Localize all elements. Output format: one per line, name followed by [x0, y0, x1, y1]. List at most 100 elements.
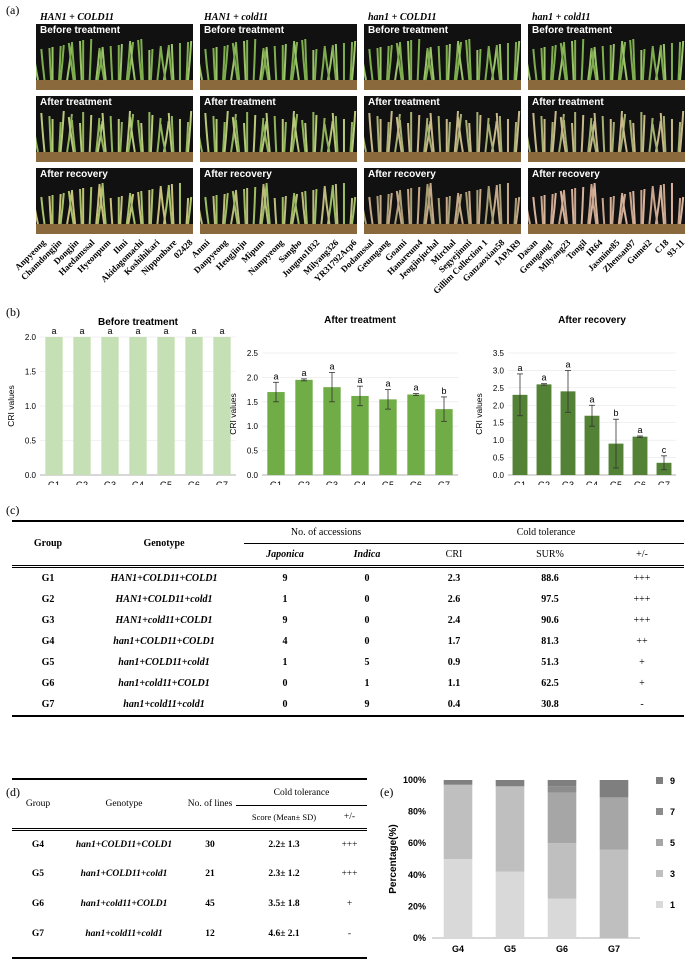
seedling — [601, 115, 606, 153]
bar — [323, 387, 341, 475]
seedling — [540, 47, 545, 81]
y-tick-label: 60% — [408, 838, 426, 848]
cell-group: G6 — [31, 899, 45, 909]
x-tick-label: G5 — [382, 480, 394, 485]
seedling — [170, 43, 175, 81]
seedling — [580, 38, 585, 81]
cell-genotype: han1+cold11+cold1 — [85, 929, 163, 939]
cell-lines: 30 — [205, 839, 215, 850]
seedling — [528, 62, 531, 81]
seedling — [301, 191, 307, 225]
table-row: G7 han1+cold11+cold1 0 9 0.4 30.8 - — [12, 694, 684, 716]
x-tick-label: G4 — [586, 480, 598, 485]
group-title-3: han1 + COLD11 — [368, 12, 437, 23]
table-row: G5 han1+COLD11+cold1 1 5 0.9 51.3 + — [12, 652, 684, 673]
cell-japonica: 0 — [282, 678, 288, 689]
soil-tray — [364, 152, 521, 162]
seedling — [376, 47, 381, 81]
seedling — [349, 121, 354, 153]
seedling — [88, 186, 93, 225]
seedling — [156, 187, 162, 225]
seedling — [679, 40, 685, 81]
seedling — [204, 48, 210, 81]
x-tick-label: G2 — [298, 480, 310, 485]
table-row: G6 han1+cold11+COLD1 45 3.5± 1.8 + — [12, 889, 367, 919]
seedling — [559, 116, 567, 153]
seedling — [243, 40, 247, 81]
seedling — [495, 184, 501, 225]
significance-letter: a — [517, 363, 522, 373]
seedling — [234, 189, 241, 225]
seedling — [187, 196, 193, 225]
cell-pm: +++ — [633, 594, 651, 605]
seedling — [48, 47, 53, 81]
seedling-image — [36, 38, 193, 90]
y-tick-label: 1.5 — [493, 419, 505, 428]
significance-letter: a — [51, 326, 56, 336]
seedling — [532, 196, 538, 225]
seedling — [550, 193, 554, 225]
seedling — [495, 112, 501, 153]
seedling — [323, 45, 331, 81]
photo-caption: After recovery — [368, 169, 436, 180]
seedling — [36, 209, 39, 225]
y-tick-label: 20% — [408, 901, 426, 911]
seedling — [159, 45, 167, 81]
photo-caption: After treatment — [368, 97, 440, 108]
bar — [536, 384, 552, 475]
table-row: G7 han1+cold11+cold1 12 4.6± 2.1 - — [12, 919, 367, 949]
table-c-header-cold-tolerance: Cold tolerance — [408, 522, 684, 544]
seedling — [129, 116, 136, 153]
seedling — [204, 112, 210, 153]
table-c-header-sur: SUR% — [536, 549, 564, 560]
seedling — [426, 123, 434, 153]
seedling — [262, 47, 270, 81]
stacked-bar-segment — [495, 786, 525, 872]
x-tick-label: G5 — [610, 480, 622, 485]
seedling — [477, 188, 482, 225]
seedling — [320, 117, 326, 153]
x-tick-label: G7 — [658, 480, 670, 485]
plant-photo: After recovery — [200, 168, 357, 234]
bar — [407, 394, 425, 475]
group-title-2: HAN1 + cold11 — [204, 12, 269, 23]
seedling — [648, 117, 654, 153]
photo-caption: Before treatment — [368, 25, 449, 36]
seedling — [562, 41, 569, 81]
seedling — [468, 38, 472, 81]
seedling — [593, 112, 599, 153]
y-tick-label: 1.0 — [25, 402, 37, 411]
cell-sur: 30.8 — [541, 699, 559, 710]
seedling — [429, 182, 435, 225]
bar — [267, 392, 285, 475]
y-tick-label: 2.0 — [25, 333, 37, 342]
soil-tray — [200, 80, 357, 90]
seedling — [407, 188, 411, 225]
cell-pm: +++ — [341, 869, 358, 879]
seedling — [540, 115, 545, 153]
seedling — [187, 110, 193, 153]
seedling — [617, 110, 623, 153]
seedling — [559, 42, 567, 81]
seedling — [395, 42, 403, 81]
cell-genotype: HAN1+cold11+COLD1 — [115, 615, 213, 626]
x-tick-label: G5 — [160, 480, 172, 485]
stacked-bar-segment — [495, 780, 525, 787]
seedling — [407, 40, 411, 81]
seedling — [376, 115, 381, 153]
seedling — [619, 193, 627, 225]
seedling — [167, 112, 173, 153]
seedling — [398, 189, 405, 225]
table-row: G4 han1+COLD11+COLD1 4 0 1.7 81.3 ++ — [12, 631, 684, 652]
seedling — [67, 42, 75, 81]
seedling — [101, 182, 107, 225]
cell-score: 2.2± 1.3 — [268, 839, 300, 850]
seedling — [334, 115, 339, 153]
seedling — [629, 39, 635, 81]
significance-letter: a — [329, 362, 334, 372]
seedling — [223, 110, 229, 153]
table-row: G4 han1+COLD11+COLD1 30 2.2± 1.3 +++ — [12, 829, 367, 859]
seedling — [426, 183, 434, 225]
seedling — [457, 192, 464, 225]
cell-genotype: han1+COLD11+COLD1 — [113, 636, 215, 647]
